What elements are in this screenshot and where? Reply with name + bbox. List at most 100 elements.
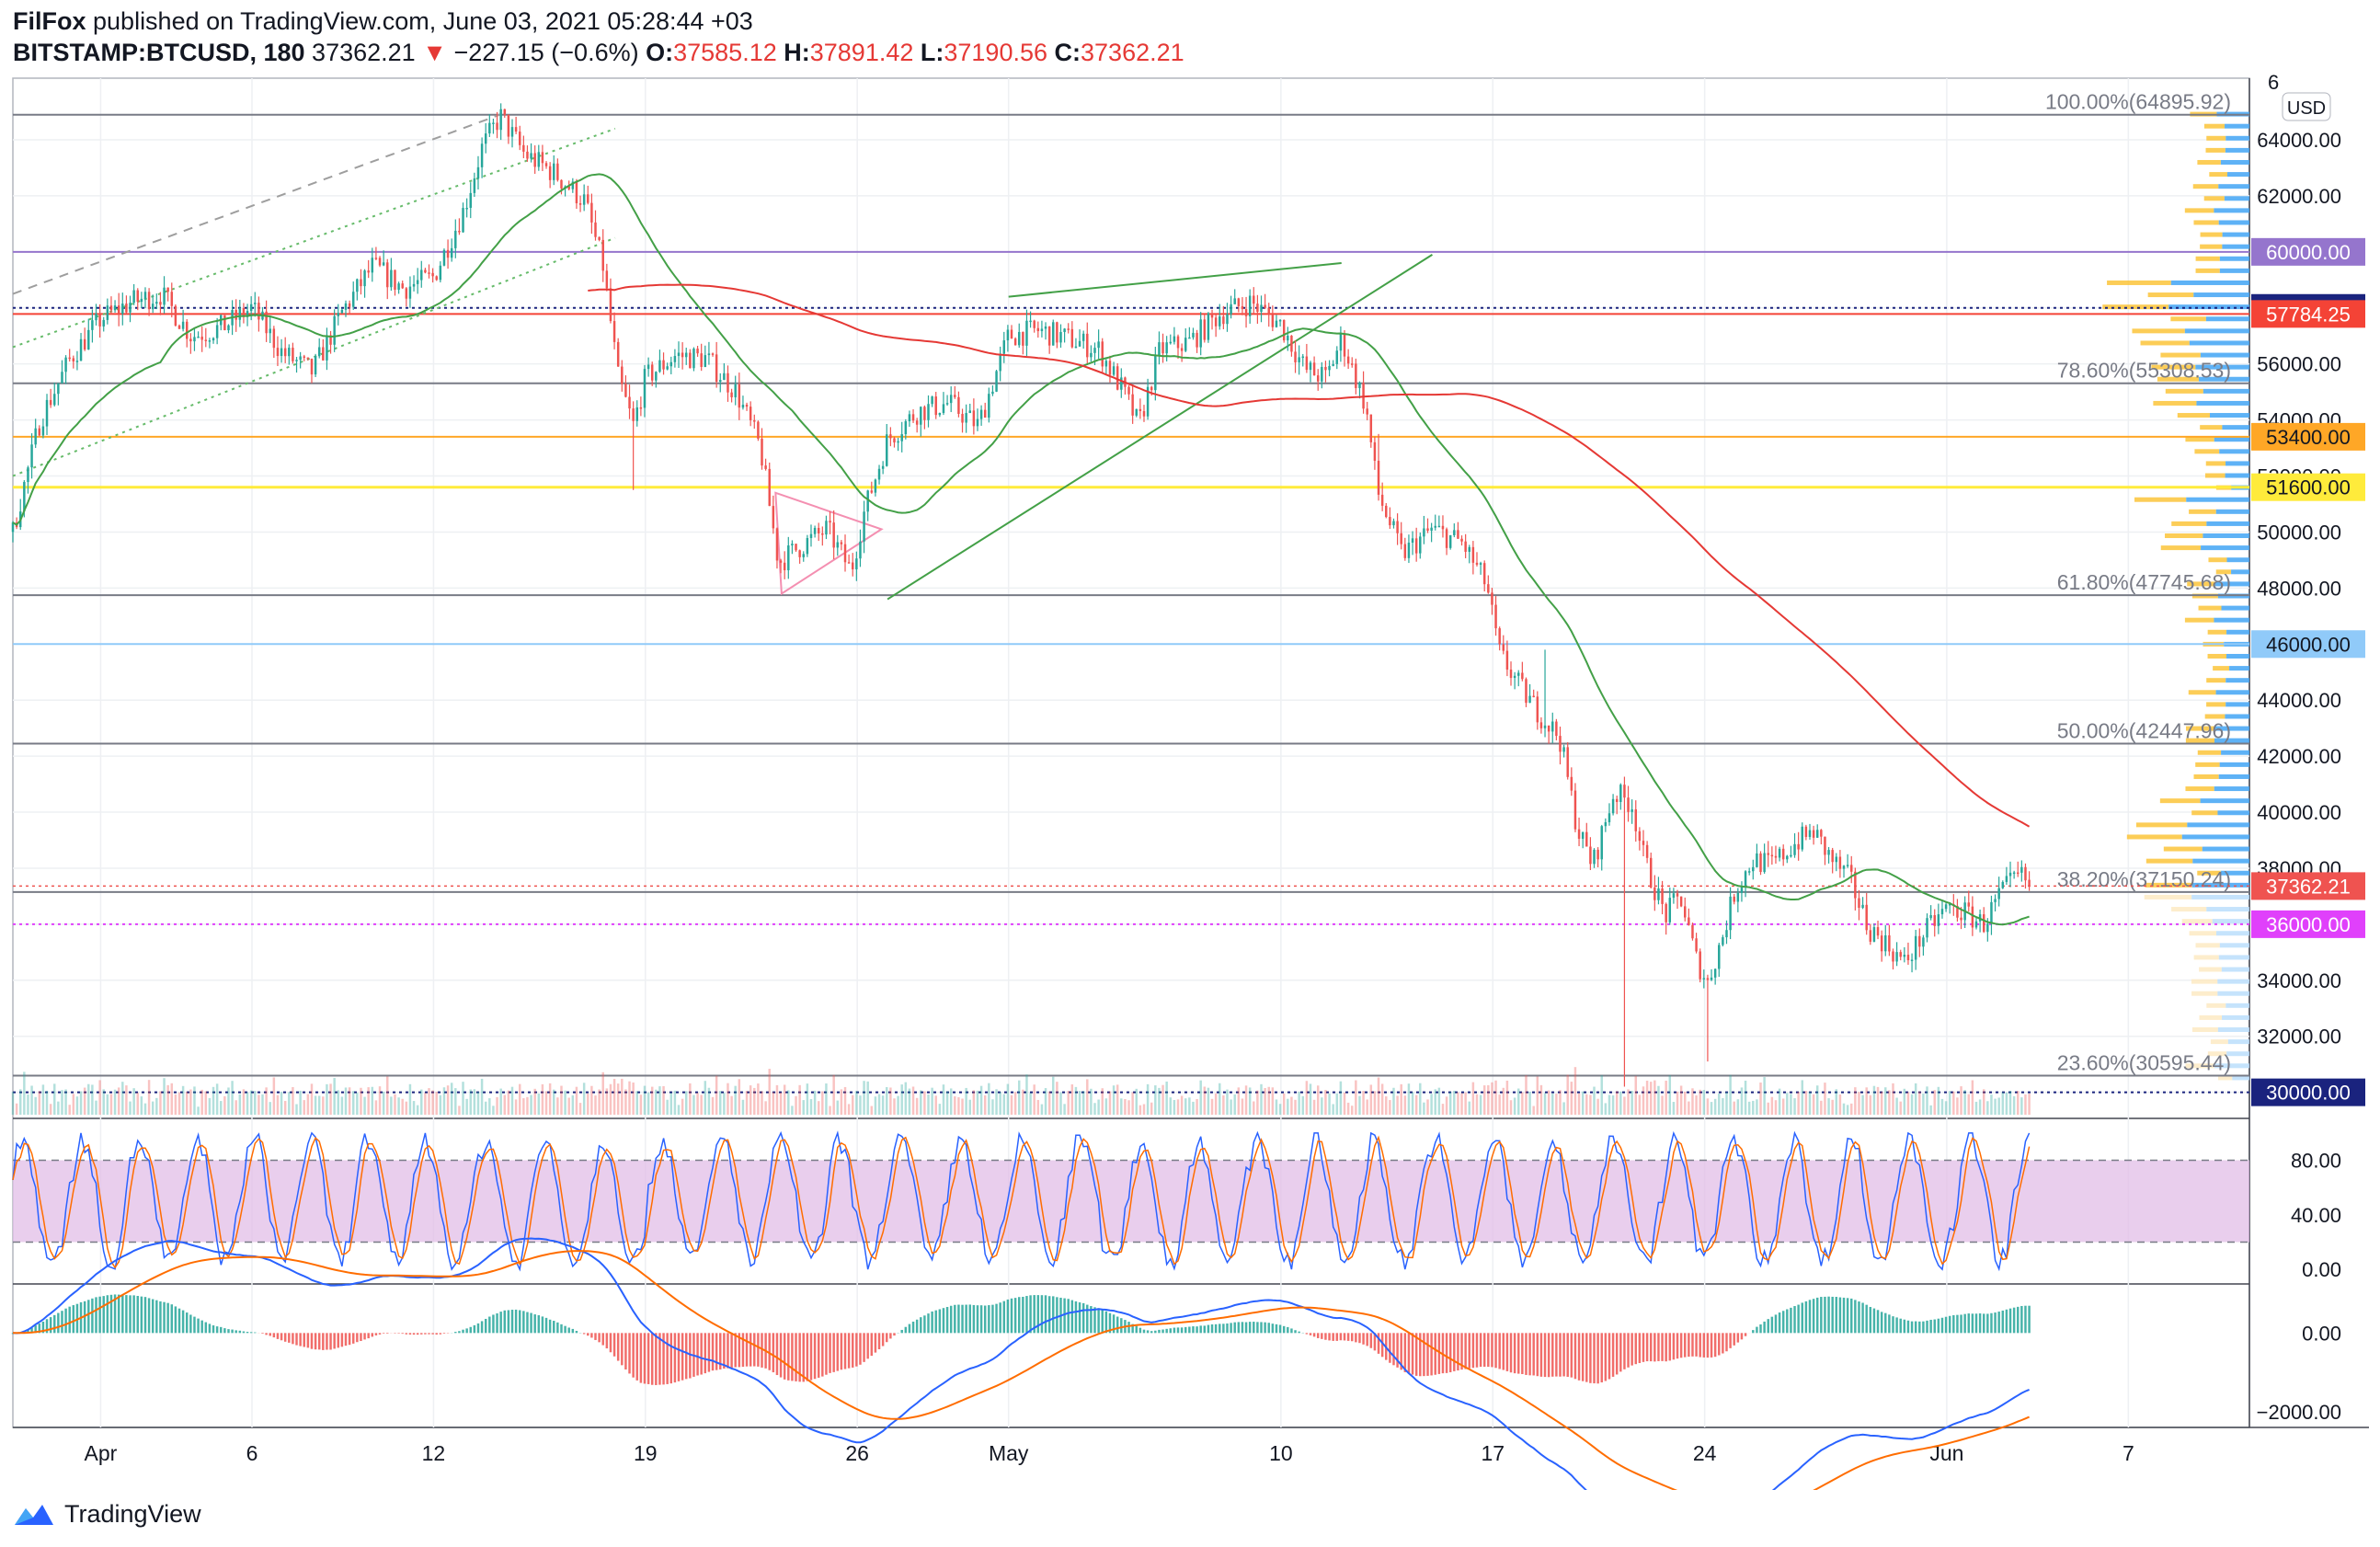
candle-down xyxy=(272,326,276,359)
macd-histogram-bar xyxy=(863,1333,865,1362)
candle-body xyxy=(246,311,249,317)
volume-bar xyxy=(575,1086,578,1115)
macd-histogram-bar xyxy=(1093,1307,1096,1334)
macd-histogram-bar xyxy=(768,1333,771,1370)
macd-histogram-bar xyxy=(1052,1296,1055,1334)
macd-histogram-bar xyxy=(711,1333,715,1371)
candle-up xyxy=(2012,870,2016,879)
volume-bar xyxy=(1070,1084,1074,1115)
volume-bar xyxy=(431,1090,434,1115)
volume-bar xyxy=(64,1089,67,1115)
volume-bar xyxy=(367,1087,370,1115)
candle-body xyxy=(632,408,635,421)
macd-histogram-bar xyxy=(533,1314,536,1334)
candle-body xyxy=(1184,338,1187,351)
macd-histogram-bar xyxy=(476,1323,480,1334)
volume-bar xyxy=(1448,1092,1452,1115)
candle-body xyxy=(1097,341,1100,349)
volume-bar xyxy=(401,1098,404,1115)
publisher-name[interactable]: FilFox xyxy=(13,7,86,35)
candle-body xyxy=(1312,362,1316,376)
volume-bar xyxy=(881,1095,885,1115)
low-value: 37190.56 xyxy=(944,39,1047,66)
macd-histogram-bar xyxy=(1305,1333,1309,1335)
volume-bar xyxy=(1343,1092,1346,1115)
candle-down xyxy=(1812,825,1815,845)
volume-bar xyxy=(1713,1098,1717,1115)
price-tag-box xyxy=(2251,1078,2365,1106)
volume-bar xyxy=(57,1101,60,1115)
macd-histogram-bar xyxy=(378,1333,382,1335)
time-tick-label: 17 xyxy=(1481,1441,1505,1465)
macd-histogram-bar xyxy=(1744,1333,1747,1336)
candle-body xyxy=(61,372,63,384)
macd-histogram-bar xyxy=(1793,1306,1796,1334)
volume-bar xyxy=(83,1087,86,1115)
volume-bar xyxy=(1661,1095,1664,1115)
volume-bar xyxy=(1752,1100,1755,1115)
macd-histogram-bar xyxy=(518,1310,521,1334)
macd-histogram-bar xyxy=(1471,1333,1475,1369)
tradingview-logo[interactable]: TradingView xyxy=(13,1495,201,1532)
macd-histogram-bar xyxy=(1525,1333,1528,1375)
macd-histogram-bar xyxy=(605,1333,609,1349)
candle-body xyxy=(492,122,495,124)
volume-bar xyxy=(1324,1090,1327,1115)
candle-body xyxy=(1120,377,1123,390)
pennant-triangle xyxy=(774,491,884,596)
candle-down xyxy=(612,312,616,350)
candle-up xyxy=(1940,900,1944,919)
macd-histogram-bar xyxy=(1956,1314,1959,1334)
candle-body xyxy=(2001,881,2005,888)
candle-body xyxy=(911,414,915,421)
volume-profile-bar-down xyxy=(2226,1051,2249,1057)
volume-bar xyxy=(1078,1091,1081,1115)
volume-bar xyxy=(181,1085,185,1115)
candle-body xyxy=(707,353,711,356)
macd-histogram-bar xyxy=(1120,1318,1123,1334)
volume-profile-bar-up xyxy=(2181,919,2213,924)
candle-up xyxy=(1861,897,1864,910)
volume-bar xyxy=(817,1101,820,1115)
volume-bar xyxy=(503,1094,507,1115)
candle-body xyxy=(397,283,400,291)
macd-histogram-bar xyxy=(696,1333,699,1376)
macd-histogram-bar xyxy=(292,1333,294,1345)
candle-body xyxy=(238,308,242,320)
macd-histogram-bar xyxy=(1884,1312,1887,1334)
candle-up xyxy=(669,356,673,374)
volume-bar xyxy=(1403,1095,1407,1115)
volume-bar xyxy=(1722,1098,1724,1115)
candle-down xyxy=(594,210,597,241)
candle-body xyxy=(1282,319,1286,341)
macd-histogram-bar xyxy=(27,1329,29,1334)
candle-body xyxy=(374,258,378,259)
candle-body xyxy=(1044,326,1047,329)
candle-body xyxy=(1831,850,1834,863)
candle-down xyxy=(616,338,620,367)
candle-body xyxy=(1013,338,1017,346)
volume-bar xyxy=(1150,1102,1153,1115)
candle-body xyxy=(38,428,41,436)
candle-up xyxy=(791,540,794,555)
volume-bar xyxy=(954,1096,956,1115)
candle-body xyxy=(1385,505,1388,518)
candle-down xyxy=(1850,855,1853,884)
volume-bar xyxy=(594,1095,597,1115)
volume-bar xyxy=(564,1090,566,1115)
volume-profile-bar-up xyxy=(2185,738,2214,743)
volume-bar xyxy=(394,1094,396,1115)
volume-bar xyxy=(1994,1098,1997,1115)
price-chart[interactable]: Apr6121926May101724Jun764000.0062000.006… xyxy=(0,0,2380,1490)
volume-bar xyxy=(1355,1080,1357,1115)
macd-histogram-bar xyxy=(2001,1310,2005,1334)
candle-body xyxy=(27,467,29,483)
volume-bar xyxy=(337,1090,340,1115)
candle-body xyxy=(1373,441,1377,461)
candle-body xyxy=(1718,945,1721,969)
volume-bar xyxy=(1248,1087,1252,1115)
macd-histogram-bar xyxy=(1275,1324,1278,1334)
macd-histogram-bar xyxy=(1627,1333,1630,1368)
price-tick-label: 62000.00 xyxy=(2257,185,2341,208)
macd-histogram-bar xyxy=(727,1333,729,1369)
